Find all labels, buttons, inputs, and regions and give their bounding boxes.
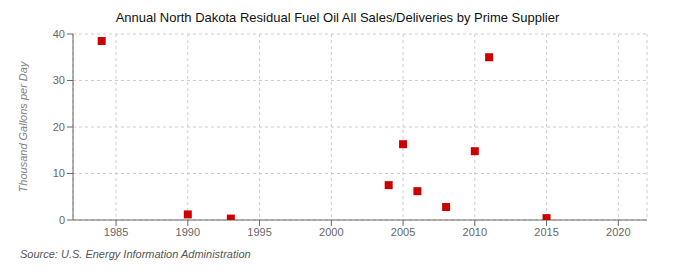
svg-text:2015: 2015 xyxy=(534,226,558,238)
svg-text:1985: 1985 xyxy=(104,226,128,238)
svg-text:2020: 2020 xyxy=(606,226,630,238)
svg-text:30: 30 xyxy=(53,74,65,86)
svg-text:2000: 2000 xyxy=(319,226,343,238)
svg-text:10: 10 xyxy=(53,167,65,179)
svg-text:20: 20 xyxy=(53,121,65,133)
svg-text:40: 40 xyxy=(53,28,65,40)
svg-text:1995: 1995 xyxy=(247,226,271,238)
svg-text:Thousand Gallons per Day: Thousand Gallons per Day xyxy=(17,60,29,192)
html-text:Annual North Dakota Residual F: Annual North Dakota Residual Fuel Oil Al… xyxy=(115,10,560,25)
svg-text:2010: 2010 xyxy=(463,226,487,238)
svg-text:1990: 1990 xyxy=(176,226,200,238)
html-text:Source: U.S. Energy Informatio: Source: U.S. Energy Information Administ… xyxy=(20,248,251,260)
svg-text:2005: 2005 xyxy=(391,226,415,238)
svg-text:0: 0 xyxy=(59,214,65,226)
